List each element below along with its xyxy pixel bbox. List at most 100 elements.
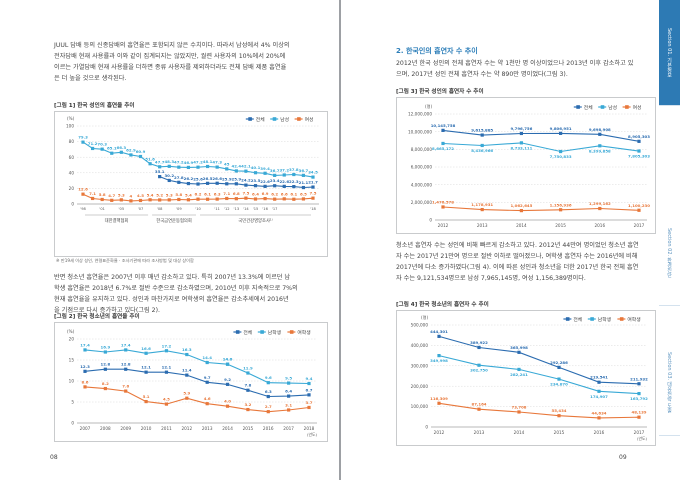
data-label: 12.8 <box>101 362 111 367</box>
data-label: 219,541 <box>590 375 608 380</box>
section-tab-2[interactable]: Section 02. 환경진단 <box>659 200 680 306</box>
y-tick-label: 60 <box>69 155 75 160</box>
data-point <box>246 407 250 412</box>
data-label: 60.9 <box>136 149 146 154</box>
book-spine <box>339 0 341 480</box>
data-label: 26.5 <box>203 176 213 181</box>
y-tick-label: 400,000 <box>411 343 429 348</box>
data-point <box>83 348 87 352</box>
data-label: 1,156,936 <box>550 202 572 207</box>
y-axis-unit: (%) <box>67 116 75 121</box>
data-label: 12.3 <box>80 364 90 369</box>
data-point <box>164 402 169 406</box>
data-label: 9.4 <box>306 376 313 381</box>
data-point <box>437 334 441 338</box>
data-point <box>164 349 169 353</box>
data-label: 14.0 <box>223 357 233 362</box>
data-point <box>205 360 209 365</box>
legend-label: 남학생 <box>598 316 611 323</box>
data-label: 51.6 <box>145 156 155 161</box>
data-label: 79.3 <box>78 135 88 140</box>
data-point <box>437 401 441 405</box>
data-label: 389,922 <box>470 340 488 345</box>
figure-2-caption: [그림 2] 한국 청소년의 흡연율 추이 <box>54 314 140 320</box>
section-tab-1[interactable]: Section 01. 기본정보 <box>659 0 680 106</box>
data-point <box>215 197 219 201</box>
figure-4-caption: [그림 4] 한국 청소년의 흡연자 수 추이 <box>396 302 489 308</box>
data-label: 4.0 <box>224 399 231 404</box>
data-point <box>196 182 200 186</box>
section-tab-1-label: Section 01. 기본정보 <box>666 27 672 78</box>
data-point <box>557 377 561 381</box>
data-point <box>158 165 162 169</box>
data-label: 7.5 <box>242 191 249 196</box>
data-point <box>517 350 521 354</box>
data-point <box>559 208 563 212</box>
x-tick-label: 2012 <box>438 223 449 228</box>
data-label: 365,998 <box>510 345 528 350</box>
data-point <box>148 198 152 202</box>
data-label: 5.4 <box>147 192 154 197</box>
data-point <box>273 184 277 188</box>
data-point <box>637 208 641 212</box>
data-point <box>205 181 210 185</box>
x-tick-label: '05 <box>119 207 125 211</box>
data-point <box>196 165 200 169</box>
data-label: 73,708 <box>511 404 526 409</box>
data-label: 4.7 <box>108 193 115 198</box>
x-tick-label: 2016 <box>594 430 605 435</box>
figure-1-note: ※ 만19세 이상 성인, 연령표준화율 · 조사기관에 따라 조사방법 및 대… <box>56 258 194 263</box>
data-point <box>119 198 123 202</box>
data-label: 62.9 <box>126 147 136 152</box>
data-point <box>215 165 219 169</box>
group-label: 대한결핵협회 <box>105 217 129 224</box>
data-point <box>517 410 521 414</box>
data-label: 292,286 <box>550 360 568 365</box>
figure-3-caption: [그림 3] 한국 성인의 흡연자 수 추이 <box>396 89 484 95</box>
data-point <box>311 185 315 189</box>
series-line <box>438 335 640 385</box>
data-point <box>637 391 641 396</box>
data-label: 9,698,908 <box>589 127 611 132</box>
data-point <box>292 172 296 177</box>
x-tick-label: '17 <box>272 207 278 211</box>
data-label: 16.9 <box>101 345 111 350</box>
data-point <box>557 365 561 369</box>
series-line <box>84 368 310 398</box>
section-tab-3[interactable]: Section 03. 대응전략 도출 <box>659 330 680 436</box>
y-tick-label: 12,000,000 <box>408 112 432 117</box>
data-point <box>177 180 181 184</box>
data-label: 4 <box>130 193 133 198</box>
figure-4-chart: 0 100,000 200,000 300,000 400,000 500,000 (명) 여… <box>411 314 648 441</box>
y-tick-label: 6,000,000 <box>411 165 433 170</box>
data-label: 7.1 <box>89 191 96 196</box>
x-tick-label: 2013 <box>202 426 213 431</box>
data-point <box>205 380 209 384</box>
data-point <box>559 131 563 135</box>
legend-label: 남성 <box>280 116 289 123</box>
data-label: 71.2 <box>88 141 98 146</box>
data-point <box>100 197 104 202</box>
left-paragraph-1: JUUL 담배 등의 신종담배의 흡연율은 포함되지 않은 수치이다. 따라서 … <box>54 40 324 84</box>
data-point <box>282 184 286 188</box>
legend-marker <box>248 117 252 121</box>
x-axis-unit: (년도) <box>637 436 647 441</box>
data-point <box>519 131 523 136</box>
data-label: 24.2 <box>241 178 251 183</box>
x-tick-label: '10 <box>195 207 201 211</box>
data-point <box>225 182 229 186</box>
data-label: 37.8 <box>289 167 299 172</box>
data-label: 8,436,966 <box>471 148 493 153</box>
left-paragraph-2-line: 을 기점으로 다시 증가하고 있다(그림 2). <box>54 307 160 314</box>
y-tick-label: 20 <box>69 337 75 342</box>
data-label: 302,750 <box>470 368 488 373</box>
data-point <box>477 407 481 411</box>
section-tab-bar: Section 01. 기본정보 Section 02. 환경진단 Sectio… <box>659 0 680 480</box>
figure-2-chart: 0 5 10 15 20 (%) 여학생 남학생 전체 17.4 16.9 17.4 16.6 17.2 1… <box>67 329 318 437</box>
data-label: 163,792 <box>630 396 648 401</box>
data-label: 25.6 <box>193 177 203 182</box>
data-point <box>186 198 191 202</box>
data-label: 6.9 <box>262 191 269 196</box>
x-tick-label: '08 <box>157 207 163 211</box>
data-point <box>215 181 219 185</box>
